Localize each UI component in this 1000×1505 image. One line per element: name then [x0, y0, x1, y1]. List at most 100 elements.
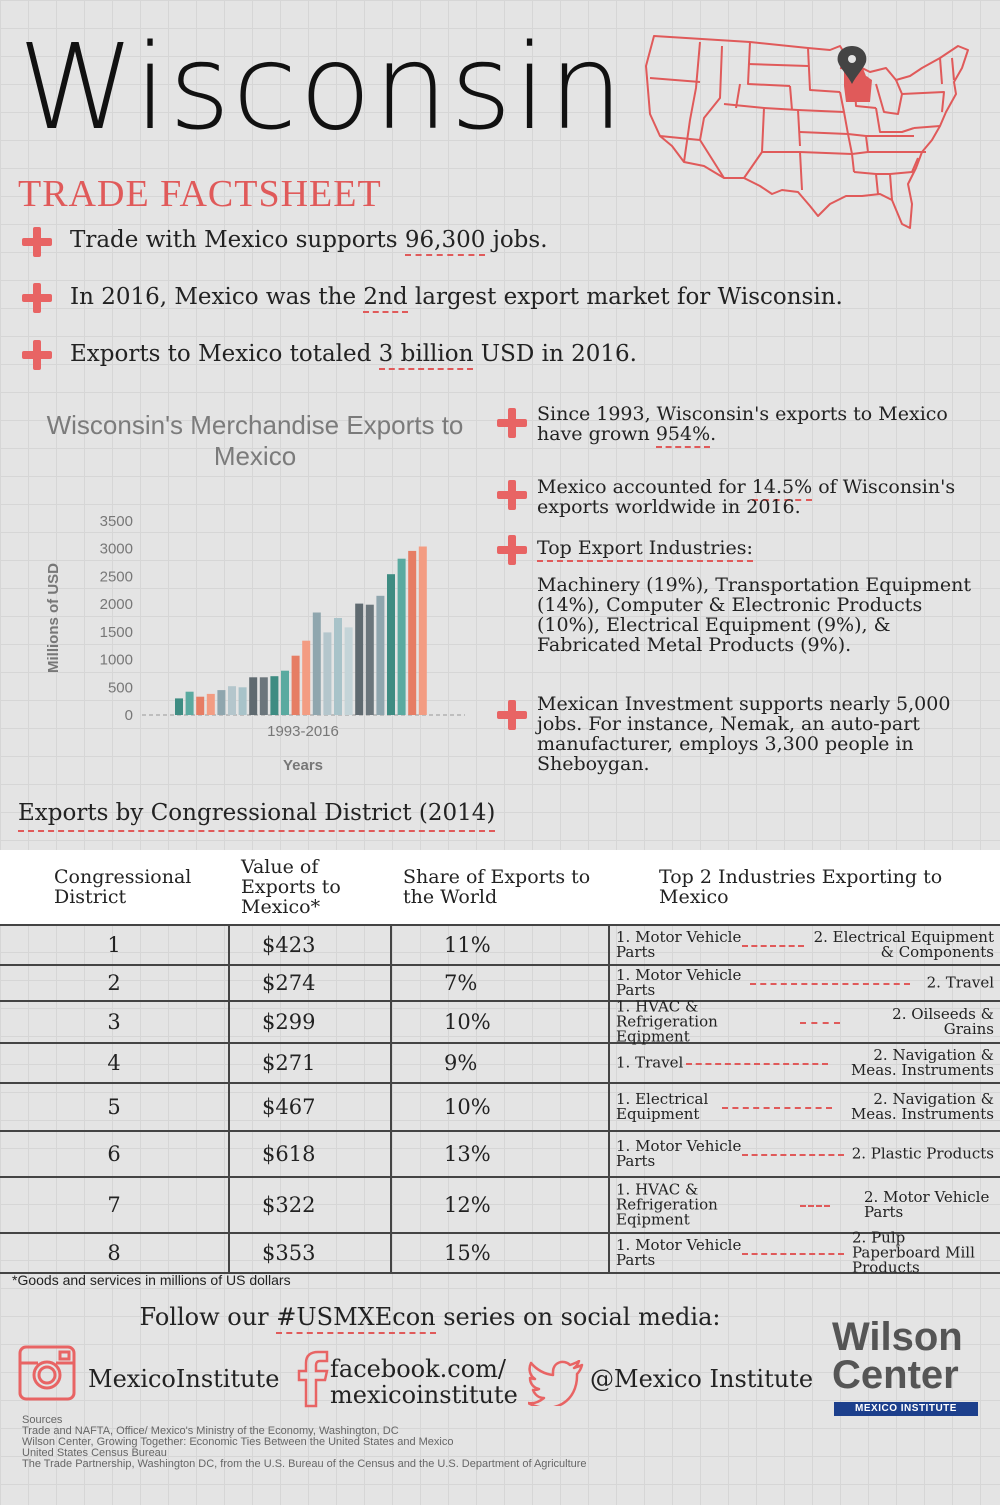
district-number: 6 [0, 1130, 229, 1177]
world-share: 7% [390, 964, 609, 1001]
chart-bar [206, 693, 215, 715]
exports-bar-chart: 0 500 1000 1500 2000 2500 3000 3500 1993-2016 Yea… [45, 513, 465, 774]
plus-icon [22, 227, 52, 257]
chart-bar [365, 604, 374, 715]
export-value: $353 [228, 1232, 391, 1274]
table-row: 3 $299 10% 1. HVAC & Refrigeration Eqipm… [0, 997, 1000, 1046]
chart-bar [323, 632, 332, 715]
chart-bar [355, 603, 364, 715]
chart-bar [397, 558, 406, 715]
facebook-link[interactable]: facebook.com/mexicoinstitute [330, 1355, 518, 1409]
top-industries: 1. Electrical Equipment 2. Navigation & M… [608, 1082, 1000, 1131]
export-value: $299 [228, 1000, 391, 1043]
district-table: Congressional District Value of Exports … [0, 850, 1000, 1277]
y-axis-label: Millions of USD [45, 563, 62, 673]
fact-exports-total: Exports to Mexico totaled 3 billion USD … [70, 341, 637, 370]
industry-1: 1. Electrical Equipment [616, 1090, 709, 1123]
district-number: 5 [0, 1082, 229, 1131]
chart-bar [281, 670, 289, 715]
top-industries: 1. Motor Vehicle Parts 2. Travel [608, 964, 1000, 1001]
y-tick-label: 500 [108, 679, 133, 696]
industry-2: 2. Oilseeds & Grains [892, 1005, 994, 1038]
top-industries: 1. Motor Vehicle Parts 2. Pulp Paperboard… [608, 1228, 1000, 1277]
top-industries: 1. Motor Vehicle Parts 2. Electrical Equi… [608, 924, 1000, 965]
table-row: 4 $271 9% 1. Travel 2. Navigation & Meas.… [0, 1042, 1000, 1083]
table-footnote: *Goods and services in millions of US do… [12, 1272, 291, 1288]
industry-1: 1. Motor Vehicle Parts [616, 1236, 742, 1269]
industry-2: 2. Navigation & Meas. Instruments [850, 1090, 994, 1123]
table-row: 2 $274 7% 1. Motor Vehicle Parts 2. Trave… [0, 964, 1000, 1001]
chart-bar [196, 696, 205, 715]
world-share: 10% [390, 1082, 609, 1131]
top-industries: 1. Motor Vehicle Parts 2. Plastic Product… [608, 1130, 1000, 1177]
header-industries: Top 2 Industries Exporting to Mexico [609, 850, 1000, 925]
twitter-handle[interactable]: @Mexico Institute [590, 1365, 814, 1393]
industry-1: 1. HVAC & Refrigeration Eqipment [616, 997, 718, 1046]
sources: Sources Trade and NAFTA, Office/ Mexico'… [22, 1414, 587, 1470]
chart-bar [249, 677, 258, 715]
chart-bar [185, 691, 194, 715]
fact-investment: Mexican Investment supports nearly 5,000… [537, 693, 951, 775]
industry-2: 2. Navigation & Meas. Instruments [850, 1046, 994, 1079]
chart-bar [408, 550, 417, 715]
district-number: 1 [0, 924, 229, 965]
top-industries: 1. Travel 2. Navigation & Meas. Instrumen… [608, 1042, 1000, 1083]
instagram-icon[interactable] [18, 1345, 76, 1401]
industry-2: 2. Pulp Paperboard Mill Products [852, 1228, 975, 1277]
us-map-icon [645, 35, 969, 229]
plus-icon [22, 283, 52, 313]
industry-2: 2. Plastic Products [851, 1144, 994, 1163]
industry-1: 1. Motor Vehicle Parts [616, 928, 742, 961]
plus-icon [22, 340, 52, 370]
district-number: 2 [0, 964, 229, 1001]
chart-bar [376, 595, 385, 715]
plus-icon [497, 535, 527, 565]
table-row: 1 $423 11% 1. Motor Vehicle Parts 2. Elec… [0, 924, 1000, 965]
export-value: $423 [228, 924, 391, 965]
x-tick-label: 1993-2016 [267, 723, 339, 740]
header-share: Share of Exports to the World [391, 850, 609, 925]
chart-bar [387, 574, 395, 715]
table-row: 8 $353 15% 1. Motor Vehicle Parts 2. Pulp… [0, 1228, 1000, 1277]
industries-text: Machinery (19%), Transportation Equipmen… [537, 574, 971, 656]
chart-bar [270, 676, 279, 715]
table-row: 6 $618 13% 1. Motor Vehicle Parts 2. Plas… [0, 1130, 1000, 1177]
y-tick-label: 1500 [100, 624, 133, 641]
map-pin-icon [837, 46, 867, 84]
export-value: $618 [228, 1130, 391, 1177]
y-tick-label: 2000 [100, 596, 133, 613]
fact-share: Mexico accounted for 14.5% of Wisconsin'… [537, 476, 956, 518]
y-tick-label: 1000 [100, 652, 133, 669]
twitter-icon[interactable] [528, 1360, 584, 1406]
chart-bar [259, 677, 268, 715]
chart-bar [344, 627, 353, 715]
industry-2: 2. Electrical Equipment & Components [813, 928, 994, 961]
export-value: $322 [228, 1176, 391, 1233]
chart-bar [418, 546, 427, 715]
industry-2: 2. Travel [926, 973, 994, 992]
top-industries: 1. HVAC & Refrigeration Eqipment 2. Oilse… [608, 997, 1000, 1046]
world-share: 9% [390, 1042, 609, 1083]
page-subtitle: TRADE FACTSHEET [18, 173, 382, 215]
y-tick-label: 0 [125, 707, 133, 724]
mexico-institute-bar: MEXICO INSTITUTE [834, 1402, 978, 1416]
industry-1: 1. Travel [616, 1053, 684, 1072]
instagram-handle[interactable]: MexicoInstitute [88, 1365, 280, 1393]
industry-2: 2. Motor Vehicle Parts [864, 1188, 990, 1221]
x-axis-label: Years [283, 757, 323, 774]
chart-bar [228, 686, 236, 715]
fact-market-rank: In 2016, Mexico was the 2nd largest expo… [70, 284, 843, 313]
fact-growth: Since 1993, Wisconsin's exports to Mexic… [537, 404, 977, 448]
table-row: 5 $467 10% 1. Electrical Equipment 2. Nav… [0, 1082, 1000, 1131]
plus-icon [497, 408, 527, 438]
industry-1: 1. Motor Vehicle Parts [616, 1137, 742, 1170]
section-title: Exports by Congressional District (2014) [18, 800, 496, 832]
table-header-row: Congressional District Value of Exports … [0, 850, 1000, 925]
district-number: 7 [0, 1176, 229, 1233]
export-value: $271 [228, 1042, 391, 1083]
header-district: Congressional District [0, 850, 229, 925]
facebook-icon[interactable] [296, 1350, 330, 1408]
plus-icon [497, 480, 527, 510]
world-share: 10% [390, 1000, 609, 1043]
world-share: 13% [390, 1130, 609, 1177]
